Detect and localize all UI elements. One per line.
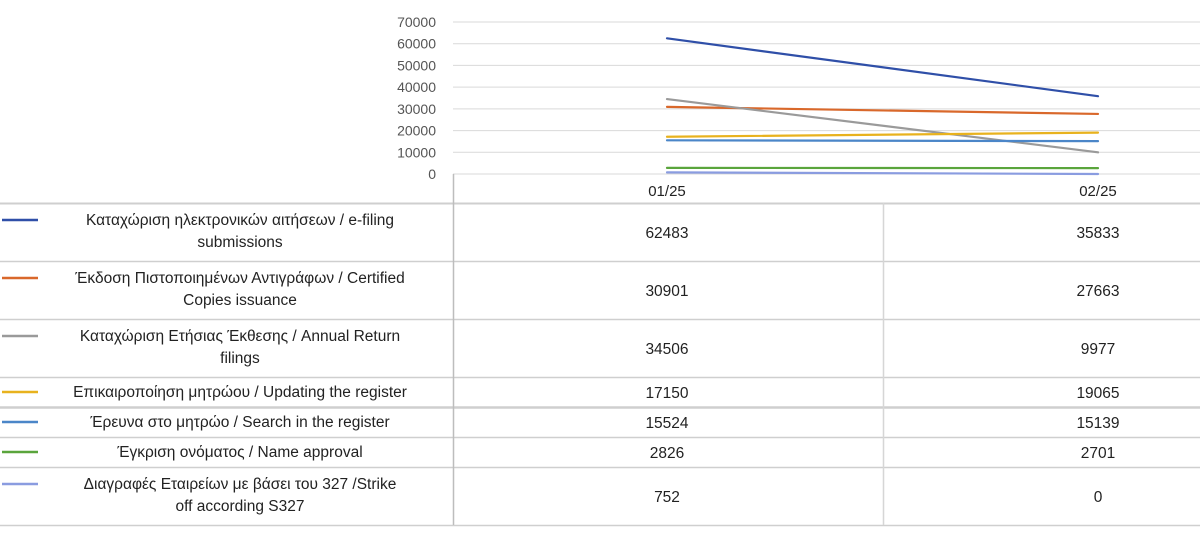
data-value-label: 9977 [1081, 341, 1115, 358]
legend-entry-line2: submissions [197, 234, 283, 251]
y-tick-label: 60000 [397, 36, 436, 52]
legend-entry-line2: off according S327 [176, 498, 305, 515]
data-value-label: 15524 [645, 415, 688, 432]
data-value-label: 2826 [650, 445, 684, 462]
series-lines [665, 37, 1100, 176]
legend-entry-line1: Έκδοση Πιστοποιημένων Αντιγράφων / Certi… [74, 270, 404, 287]
series-line [665, 139, 1100, 143]
legend-entry-line1: Έγκριση ονόματος / Name approval [116, 444, 362, 461]
data-value-label: 17150 [645, 385, 688, 402]
legend-entry-line1: Καταχώριση ηλεκτρονικών αιτήσεων / e-fil… [86, 212, 394, 229]
y-axis: 70000 60000 50000 40000 30000 20000 10000 0 [397, 14, 436, 182]
y-tick-label: 10000 [397, 144, 436, 160]
data-value-label: 30901 [645, 283, 688, 300]
y-tick-label: 40000 [397, 79, 436, 95]
y-tick-label: 20000 [397, 123, 436, 139]
legend-entry-line1: Καταχώριση Ετήσιας Έκθεσης / Annual Retu… [80, 328, 400, 345]
data-value-label: 15139 [1076, 415, 1119, 432]
data-value-label: 34506 [645, 341, 688, 358]
data-value-label: 27663 [1076, 283, 1119, 300]
data-value-label: 0 [1094, 489, 1103, 506]
data-table: 01/25 02/25 Καταχώριση ηλεκτρονικών αιτήσε… [0, 174, 1200, 527]
series-line [665, 97, 1100, 154]
data-value-label: 752 [654, 489, 680, 506]
data-value-label: 2701 [1081, 445, 1115, 462]
series-line [665, 37, 1100, 98]
data-value-label: 35833 [1076, 225, 1119, 242]
data-value-label: 62483 [645, 225, 688, 242]
series-line [665, 131, 1100, 138]
legend-entry-line1: Διαγραφές Εταιρείων με βάσει του 327 /St… [84, 476, 397, 493]
y-tick-label: 0 [428, 166, 436, 182]
legend-entry-line2: Copies issuance [183, 292, 297, 309]
legend-entry-line1: Επικαιροποίηση μητρώου / Updating the re… [73, 384, 407, 401]
legend-entry-line2: filings [220, 350, 260, 367]
y-tick-label: 70000 [397, 14, 436, 30]
legend-entry-line1: Έρευνα στο μητρώο / Search in the regist… [89, 414, 389, 431]
series-line [665, 171, 1100, 176]
x-category-label: 02/25 [1079, 183, 1117, 200]
data-value-label: 19065 [1076, 385, 1119, 402]
x-category-label: 01/25 [648, 183, 686, 200]
y-tick-label: 30000 [397, 101, 436, 117]
y-tick-label: 50000 [397, 57, 436, 73]
